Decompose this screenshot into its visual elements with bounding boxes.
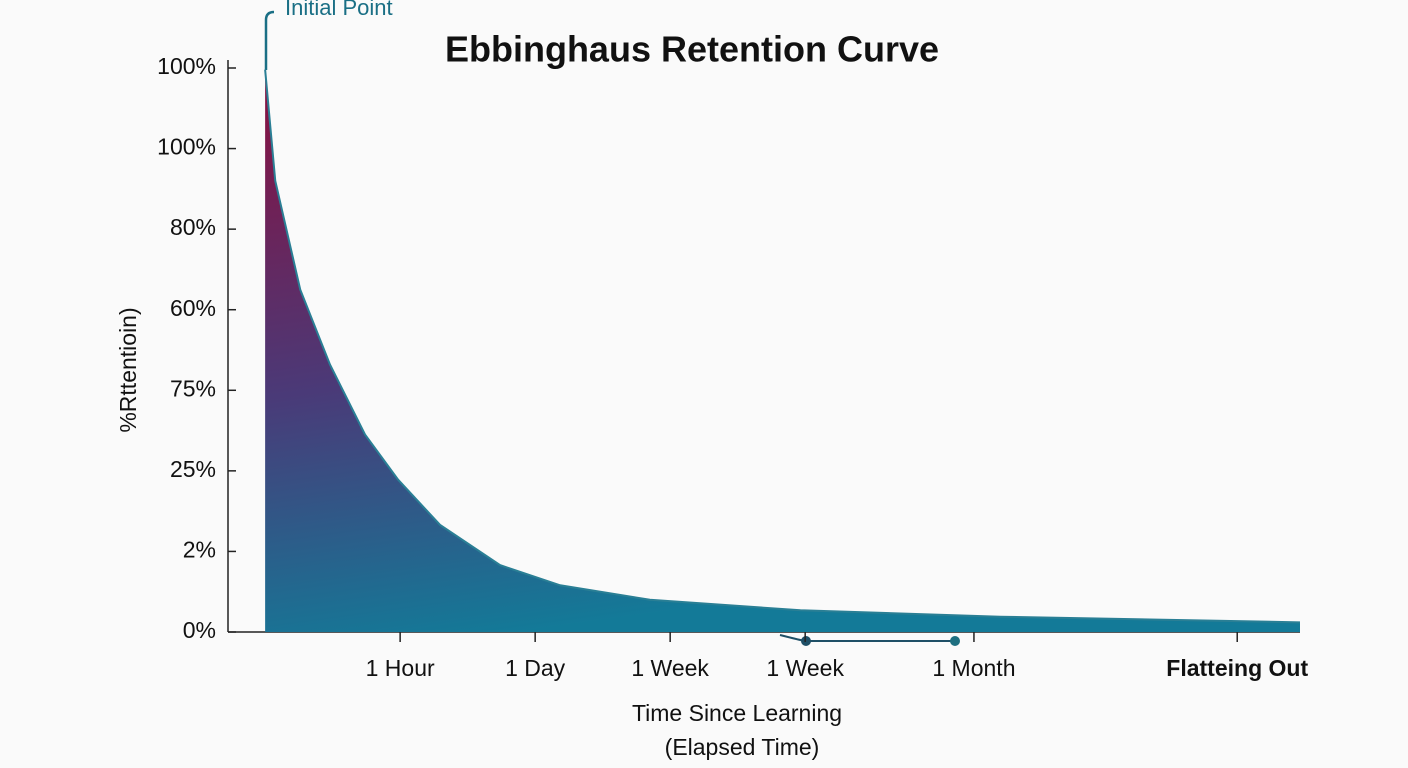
x-tick-label: 1 Week <box>766 655 844 681</box>
annotation: Initial Point <box>285 0 393 20</box>
annotation-line <box>264 10 275 70</box>
x-tick-label: 1 Day <box>505 655 566 681</box>
y-tick-label: 100% <box>157 53 216 79</box>
y-tick-label: 100% <box>157 134 216 160</box>
x-tick-label: 1 Week <box>631 655 709 681</box>
y-tick-label: 2% <box>183 537 216 563</box>
decoration <box>801 636 811 646</box>
y-tick-label: 0% <box>183 617 216 643</box>
y-tick-label: 25% <box>170 456 216 482</box>
line <box>264 69 1301 624</box>
y-tick-label: 80% <box>170 214 216 240</box>
y-tick-label: 60% <box>170 295 216 321</box>
y-tick-label: 75% <box>170 375 216 401</box>
x-tick-label: 1 Hour <box>366 655 435 681</box>
area <box>265 69 1301 632</box>
y-axis-title: %Rttentioin) <box>115 307 141 432</box>
decoration <box>950 636 960 646</box>
chart-title: Ebbinghaus Retention Curve <box>445 29 939 70</box>
x-tick-label: 1 Month <box>932 655 1015 681</box>
x-axis-title: (Elapsed Time) <box>665 734 820 760</box>
x-tick-label: Flatteing Out <box>1166 655 1308 681</box>
x-axis-title: Time Since Learning <box>632 700 842 726</box>
